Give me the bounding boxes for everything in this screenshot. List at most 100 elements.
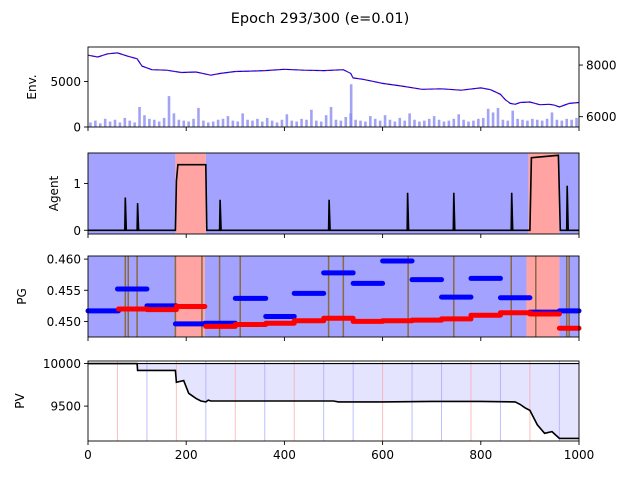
y-tick-label: 0.450 [47,315,81,329]
panel-pg-frame [87,255,580,338]
volume-bar [305,119,308,127]
volume-bar [423,120,426,127]
volume-bar [364,121,367,127]
y-axis-label: PV [13,392,27,408]
volume-bar [413,119,416,127]
volume-bar [570,119,573,127]
volume-bar [89,122,92,127]
volume-bar [143,115,146,127]
volume-bar [187,121,190,127]
regime-region-blue [88,153,176,234]
volume-bar [521,119,524,127]
x-tick-label: 200 [175,448,198,462]
volume-bar [447,120,451,127]
volume-bar [98,123,102,127]
panel-pg: 0.450 0.455 0.460 PG [15,253,582,341]
panel-pv-frame [87,360,580,442]
volume-bar [275,122,279,127]
volume-bar [192,118,195,127]
volume-bar [349,84,353,127]
volume-bar [197,107,200,127]
volume-bar [339,120,343,127]
volume-bar [535,119,539,127]
y-tick-label: 0 [73,224,81,238]
panel-env: 0 5000 Env. 6000 8000 [25,46,617,135]
volume-bar [545,118,549,127]
volume-bar [442,121,446,127]
volume-bar [256,118,259,127]
volume-bar [94,120,97,127]
volume-bar [128,120,132,127]
volume-bar [531,118,534,127]
volume-bar [359,120,362,127]
x-tick-label: 400 [273,448,296,462]
figure-title: Epoch 293/300 (e=0.01) [231,11,410,27]
volume-bar [113,119,117,127]
volume-bar [477,118,480,127]
volume-bar [526,120,529,127]
volume-bar [388,119,392,127]
price-line [87,52,580,108]
volume-bar [467,121,470,127]
volume-bar [241,113,244,127]
volume-bar [457,114,461,127]
volume-bar [148,118,151,127]
volume-bar [555,119,559,127]
volume-bar [182,120,186,127]
volume-bar [162,117,166,127]
volume-bar [290,120,294,127]
volume-bar [319,121,323,127]
y-tick-label: 5000 [50,75,81,89]
volume-bar [501,119,505,127]
volume-bar [427,118,431,127]
volume-bar [315,120,318,127]
volume-bar [138,107,141,127]
agent-line [88,154,579,232]
volume-bar [172,113,176,127]
x-tick-label: 0 [84,448,92,462]
volume-bar [133,122,136,127]
volume-bar [378,120,382,127]
volume-bar [432,116,436,127]
y-tick-label: 0.455 [47,284,81,298]
volume-bar [452,118,456,127]
volume-bar [383,115,387,127]
y-tick-label: 0.460 [47,253,81,267]
volume-bar [285,114,289,127]
volume-bar [408,113,411,127]
y-tick-label: 10000 [43,357,81,371]
volume-bar [481,117,485,127]
volume-bar [246,119,249,127]
volume-bar [211,121,215,127]
regime-region-blue [205,153,529,234]
volume-bar [491,112,495,127]
volume-bar [103,118,107,127]
volume-bar [462,119,465,127]
volume-bar [236,121,240,127]
volume-bar [393,121,397,127]
panel-pv: 9500 10000 0 200 400 600 800 1000 PV [13,357,594,462]
volume-bar [221,118,225,127]
volume-bar [177,119,181,127]
price-overlay-line [87,52,580,108]
volume-bar [511,110,515,127]
x-tick-label: 1000 [564,448,595,462]
volume-bar [329,107,333,127]
volume-bar [575,117,578,127]
pv-line [88,362,579,440]
volume-bar [437,119,441,127]
volume-bar [560,120,564,127]
volume-bar [398,117,402,127]
y-axis-label: Env. [25,74,39,99]
y-axis-label: PG [15,288,29,305]
y-tick-label: 1 [73,177,81,191]
volume-bar [472,120,475,127]
regime-region-red [528,153,560,234]
volume-bar [310,109,313,127]
volume-bar [123,117,127,127]
volume-bar [157,121,161,127]
volume-bar [216,119,220,127]
volume-bar [486,108,490,127]
volume-bar [265,117,269,127]
